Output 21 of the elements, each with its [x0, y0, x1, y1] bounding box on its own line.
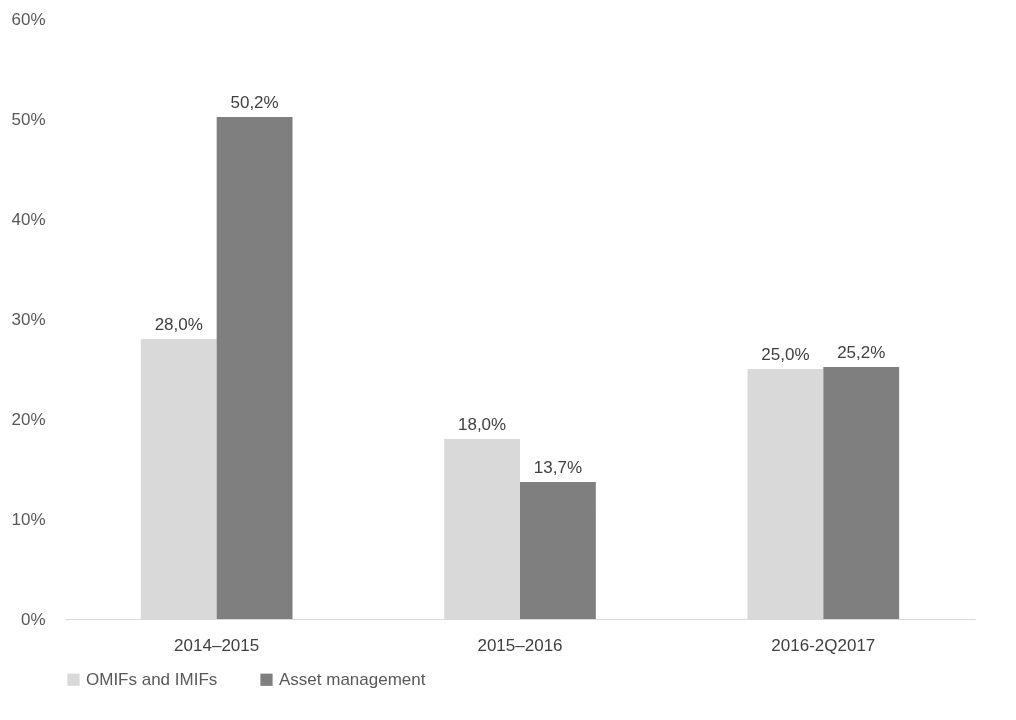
legend-label: OMIFs and IMIFs	[86, 669, 218, 689]
x-tick-label: 2015–2016	[477, 635, 563, 655]
y-tick-label: 10%	[11, 509, 46, 529]
y-tick-label: 30%	[11, 309, 46, 329]
data-label: 13,7%	[533, 458, 583, 477]
bar	[216, 117, 293, 619]
data-label: 28,0%	[154, 315, 203, 334]
y-tick-label: 60%	[11, 9, 46, 29]
x-tick-label: 2016-2Q2017	[771, 635, 876, 655]
data-label: 18,0%	[457, 415, 507, 434]
y-tick-label: 40%	[11, 209, 46, 229]
bar	[520, 482, 596, 619]
x-tick-label: 2014–2015	[174, 635, 260, 655]
data-label: 25,2%	[837, 343, 886, 362]
y-tick-label: 0%	[20, 609, 46, 629]
y-tick-label: 50%	[11, 109, 46, 129]
y-tick-label: 20%	[11, 409, 46, 429]
bar	[823, 367, 900, 619]
data-label: 25,0%	[761, 345, 810, 364]
data-label: 50,2%	[230, 93, 279, 112]
legend-label: Asset management	[279, 669, 426, 689]
